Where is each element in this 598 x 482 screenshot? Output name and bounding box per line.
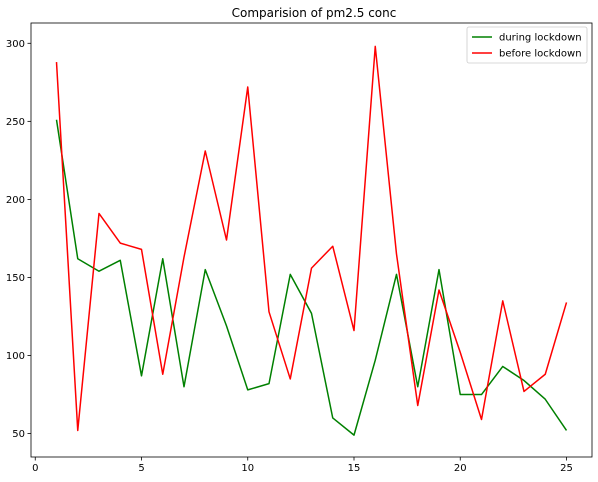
x-tick-label: 0 (32, 463, 38, 474)
chart-title: Comparision of pm2.5 conc (232, 6, 397, 20)
legend-label: before lockdown (499, 49, 582, 60)
y-axis-ticks: 50 100 150 200 250 300 (6, 39, 31, 440)
legend-label: during lockdown (499, 33, 582, 44)
x-axis-ticks: 0 5 10 15 20 25 (32, 457, 573, 474)
y-tick-label: 100 (6, 351, 25, 362)
x-tick-label: 5 (138, 463, 144, 474)
y-tick-label: 150 (6, 273, 25, 284)
legend: during lockdown before lockdown (466, 26, 588, 64)
x-tick-label: 10 (241, 463, 254, 474)
plot-area-frame (30, 22, 593, 458)
series-line-2 (55, 45, 568, 432)
x-tick-label: 25 (560, 463, 573, 474)
series-lines (55, 45, 568, 436)
legend-box (466, 26, 588, 64)
y-tick-label: 300 (6, 39, 25, 50)
x-tick-label: 15 (348, 463, 361, 474)
y-tick-label: 50 (12, 429, 25, 440)
series-line-1 (55, 119, 568, 436)
y-tick-label: 200 (6, 195, 25, 206)
y-tick-label: 250 (6, 117, 25, 128)
x-tick-label: 20 (454, 463, 467, 474)
